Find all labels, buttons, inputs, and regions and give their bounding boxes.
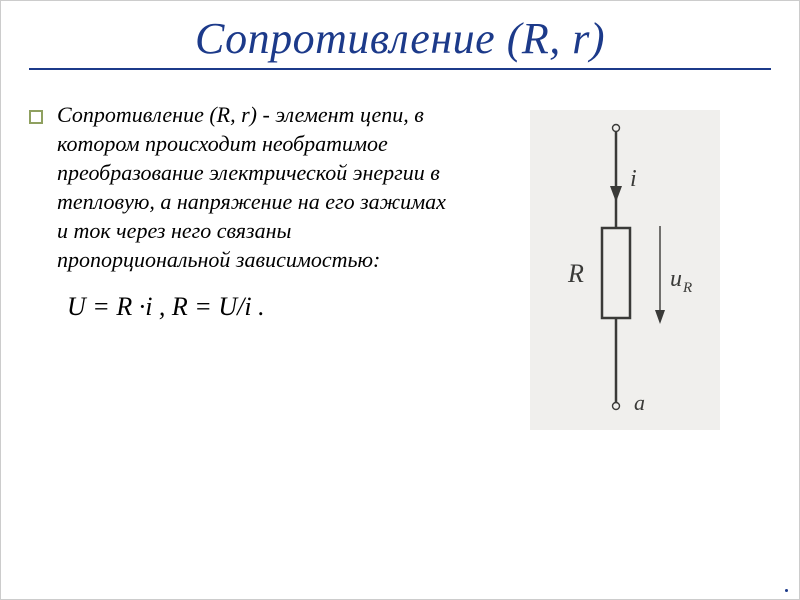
slide: Сопротивление (R, r) Сопротивление (R, r… bbox=[0, 0, 800, 600]
corner-dot-icon bbox=[785, 589, 788, 592]
voltage-label: uR bbox=[670, 266, 692, 296]
resistor-label: R bbox=[567, 259, 584, 288]
text-column: Сопротивление (R, r) - элемент цепи, в к… bbox=[29, 100, 459, 430]
content-row: Сопротивление (R, r) - элемент цепи, в к… bbox=[29, 100, 771, 430]
resistor-diagram: i R uR a bbox=[530, 110, 720, 430]
formula-text: U = R ·i , R = U/i . bbox=[57, 292, 459, 322]
node-a-label: a bbox=[634, 390, 645, 415]
bullet-icon bbox=[29, 110, 43, 124]
resistor-svg: i R uR a bbox=[530, 110, 720, 430]
definition-text: Сопротивление (R, r) - элемент цепи, в к… bbox=[57, 100, 459, 274]
page-title: Сопротивление (R, r) bbox=[29, 13, 771, 64]
title-rule bbox=[29, 68, 771, 70]
top-terminal-icon bbox=[613, 125, 620, 132]
title-wrap: Сопротивление (R, r) bbox=[29, 13, 771, 64]
diagram-column: i R uR a bbox=[479, 100, 771, 430]
resistor-rect-icon bbox=[602, 228, 630, 318]
current-arrow-icon bbox=[610, 186, 622, 202]
current-label: i bbox=[630, 166, 637, 192]
bottom-terminal-icon bbox=[613, 403, 620, 410]
voltage-arrow-head-icon bbox=[655, 310, 665, 324]
